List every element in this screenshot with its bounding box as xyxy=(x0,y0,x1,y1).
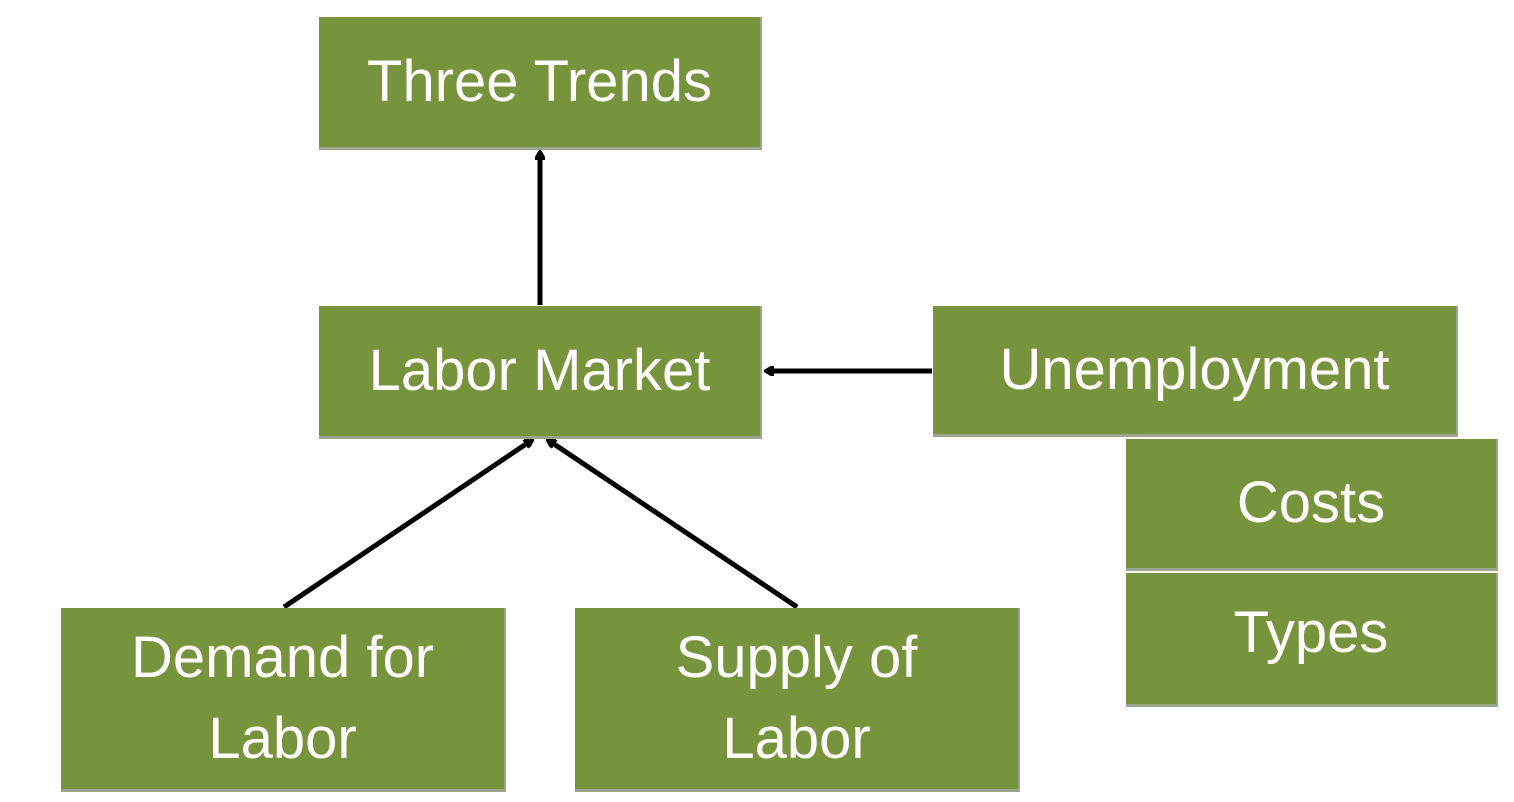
arrow-supply-to-labor-market xyxy=(548,437,799,610)
node-costs: Costs xyxy=(1126,439,1498,571)
node-unemployment: Unemployment xyxy=(933,306,1458,437)
node-types: Types xyxy=(1126,573,1498,707)
node-demand-for-labor: Demand for Labor xyxy=(61,608,506,792)
arrow-demand-to-labor-market xyxy=(282,437,532,610)
node-three-trends: Three Trends xyxy=(319,17,762,150)
node-labor-market: Labor Market xyxy=(319,306,762,439)
node-supply-of-labor: Supply of Labor xyxy=(575,608,1020,792)
